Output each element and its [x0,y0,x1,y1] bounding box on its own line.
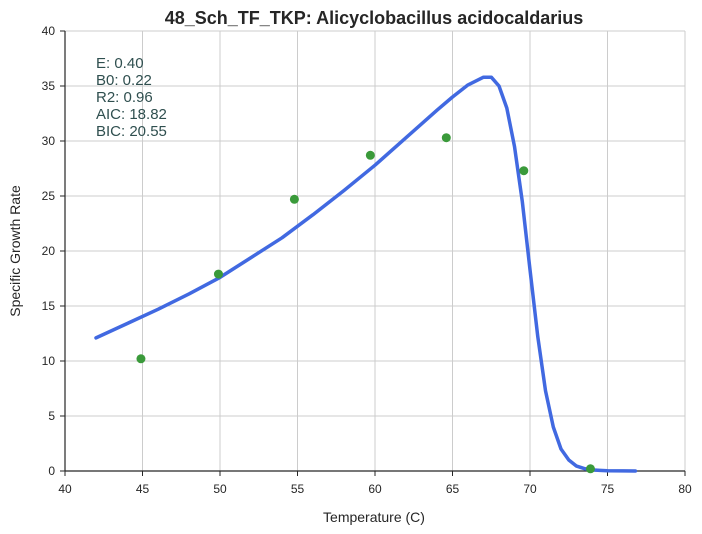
data-point [585,464,595,474]
data-point [136,354,146,364]
data-point [289,194,299,204]
tick-labels: 40 45 50 55 60 65 70 75 80 0 5 10 15 20 25 30 35 40 [42,24,692,496]
data-point [213,269,223,279]
fit-curve [94,75,638,473]
x-tick-label: 75 [601,482,615,496]
fit-curve-layer [94,75,638,473]
y-tick-label: 30 [42,134,56,148]
y-tick-label: 5 [48,409,55,423]
data-point [365,150,375,160]
x-tick-label: 55 [291,482,305,496]
fit-stat: B0: 0.22 [96,72,152,89]
x-tick-label: 45 [136,482,150,496]
data-point [441,133,451,143]
grid [65,30,686,471]
x-axis-label: Temperature (C) [323,509,425,525]
y-tick-label: 20 [42,244,56,258]
x-tick-label: 70 [523,482,537,496]
fit-stat: R2: 0.96 [96,89,153,106]
y-tick-label: 35 [42,79,56,93]
x-tick-label: 40 [58,482,72,496]
axes [60,30,686,476]
y-tick-label: 0 [48,464,55,478]
y-tick-label: 15 [42,299,56,313]
chart-title: 48_Sch_TF_TKP: Alicyclobacillus acidocal… [165,8,584,28]
x-tick-label: 65 [446,482,460,496]
data-point [519,166,529,176]
data-points [136,133,595,474]
y-tick-label: 40 [42,24,56,38]
x-tick-label: 50 [213,482,227,496]
fit-stat: AIC: 18.82 [96,106,167,123]
fit-stat: BIC: 20.55 [96,123,167,140]
x-tick-label: 80 [678,482,692,496]
fit-stat: E: 0.40 [96,55,144,72]
y-tick-label: 25 [42,189,56,203]
y-tick-label: 10 [42,354,56,368]
x-tick-label: 60 [368,482,382,496]
y-axis-label: Specific Growth Rate [7,185,23,317]
